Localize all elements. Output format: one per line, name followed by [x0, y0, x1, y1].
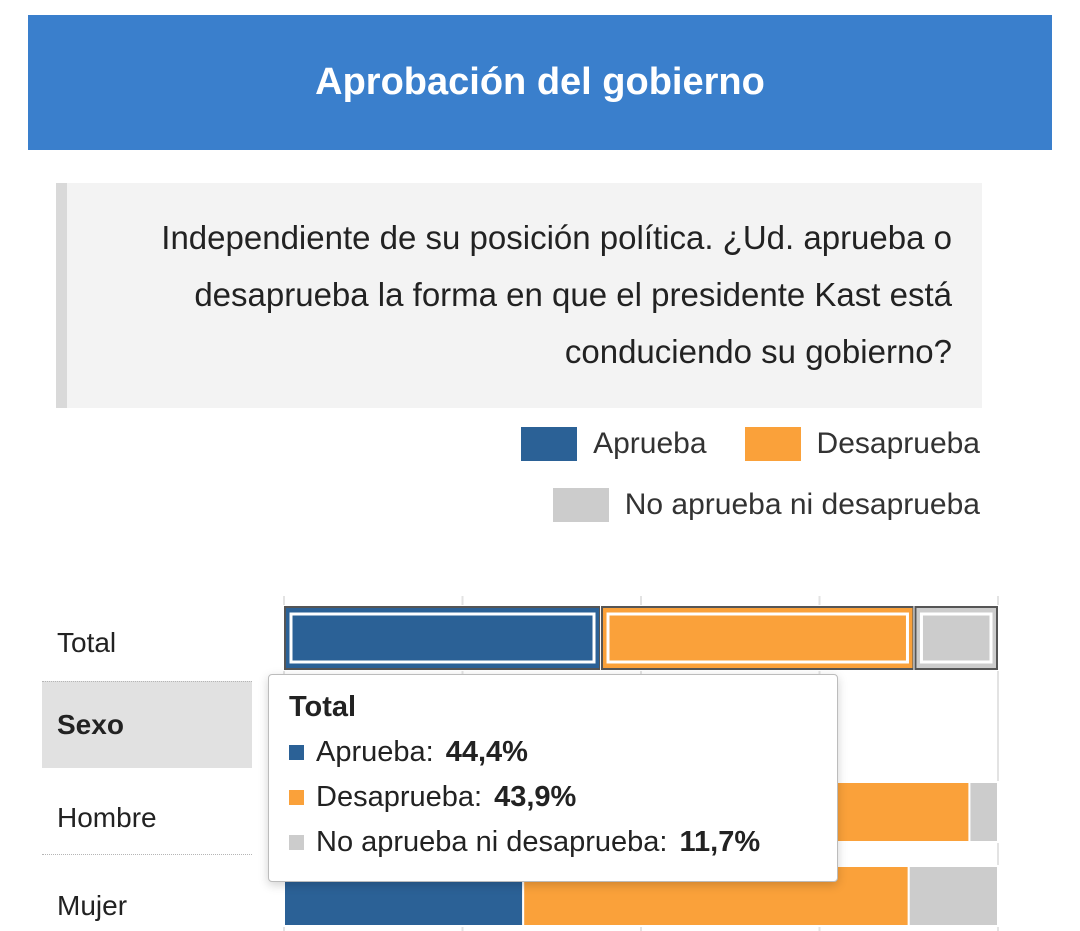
row-label-mujer: Mujer	[57, 890, 128, 921]
tooltip: Total Aprueba: 44,4% Desaprueba: 43,9% N…	[268, 674, 838, 882]
tooltip-row-neutral: No aprueba ni desaprueba: 11,7%	[289, 820, 817, 865]
tooltip-value: 44,4%	[445, 736, 528, 768]
tooltip-row-aprueba: Aprueba: 44,4%	[289, 730, 817, 775]
bar-mujer-neutral[interactable]	[907, 865, 999, 927]
legend-item-aprueba[interactable]: Aprueba	[521, 427, 707, 461]
tooltip-swatch-neutral	[289, 835, 304, 850]
bar-total-aprueba[interactable]	[283, 605, 603, 671]
legend-label-neutral: No aprueba ni desaprueba	[624, 488, 980, 521]
row-label-total: Total	[57, 627, 117, 658]
tooltip-value: 43,9%	[494, 781, 577, 813]
chart-title: Aprobación del gobierno	[315, 61, 765, 103]
legend-label-aprueba: Aprueba	[593, 427, 707, 460]
tooltip-row-desaprueba: Desaprueba: 43,9%	[289, 775, 817, 820]
legend: Aprueba Desaprueba No aprueba ni desapru…	[483, 424, 980, 546]
legend-swatch-neutral	[552, 488, 609, 522]
tooltip-swatch-aprueba	[289, 745, 304, 760]
bar-hover-inner	[289, 612, 596, 664]
tooltip-title: Total	[289, 691, 357, 723]
tooltip-swatch-desaprueba	[289, 790, 304, 805]
question-box: Independiente de su posición política. ¿…	[56, 183, 982, 408]
legend-swatch-desaprueba	[744, 427, 801, 461]
legend-label-desaprueba: Desaprueba	[816, 427, 980, 460]
tooltip-label: Aprueba:	[316, 736, 434, 768]
bar-total-desaprueba[interactable]	[600, 605, 916, 671]
bar-hover-outline	[284, 606, 602, 670]
legend-swatch-aprueba	[521, 427, 578, 461]
bar-hover-outline	[914, 606, 998, 670]
question-text: Independiente de su posición política. ¿…	[161, 219, 952, 370]
row-label-sexo: Sexo	[42, 681, 252, 768]
row-divider	[42, 681, 252, 682]
tooltip-label: Desaprueba:	[316, 781, 483, 813]
tooltip-value: 11,7%	[679, 826, 761, 858]
chart-header: Aprobación del gobierno	[28, 15, 1052, 150]
row-label-hombre: Hombre	[57, 802, 157, 833]
bar-hover-inner	[919, 612, 993, 664]
bar-hombre-neutral[interactable]	[968, 781, 1000, 843]
legend-item-desaprueba[interactable]: Desaprueba	[744, 427, 980, 461]
bar-hover-inner	[606, 612, 909, 664]
legend-item-neutral[interactable]: No aprueba ni desaprueba	[552, 488, 980, 522]
row-divider	[42, 854, 252, 855]
bar-total-neutral[interactable]	[913, 605, 999, 671]
tooltip-label: No aprueba ni desaprueba:	[316, 826, 668, 858]
